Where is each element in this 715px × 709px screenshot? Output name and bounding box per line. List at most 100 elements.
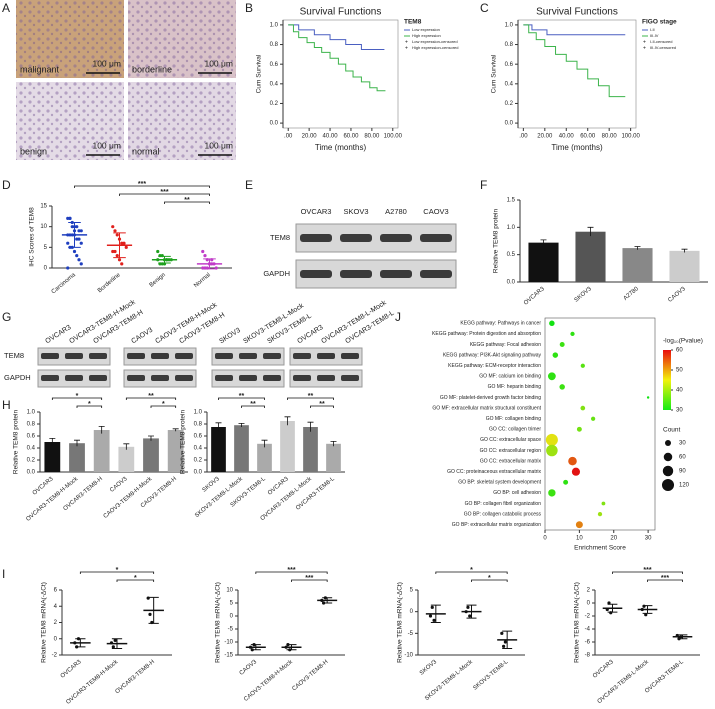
bar <box>575 231 606 282</box>
data-point <box>75 225 79 229</box>
blot-band <box>341 375 359 381</box>
histology-texture <box>16 0 124 78</box>
row-label: TEM8 <box>270 233 290 242</box>
bubble <box>571 467 581 476</box>
data-point <box>79 241 83 245</box>
bubble <box>549 320 555 327</box>
y-tick-label: 1.0 <box>505 22 514 28</box>
y-tick-label: 0.2 <box>27 458 36 464</box>
error-bar <box>98 426 105 434</box>
size-legend-label: 90 <box>679 469 686 475</box>
blot-band <box>239 353 257 359</box>
bar <box>326 443 341 472</box>
significance-bracket <box>471 579 508 582</box>
y-tick-label: 0.8 <box>270 42 279 48</box>
row-label: GAPDH <box>4 373 31 382</box>
term-label: KEGG pathway: ECM-receptor interaction <box>448 363 541 369</box>
error-bar <box>215 422 222 432</box>
significance-label: *** <box>661 575 669 582</box>
data-point <box>70 225 74 229</box>
error-bar <box>284 416 291 426</box>
blot-band <box>300 234 332 242</box>
term-label: GO BP: collagen fibril organization <box>465 501 542 507</box>
error-bar <box>642 605 653 614</box>
significance-label: * <box>162 401 165 408</box>
error-bar <box>172 428 179 432</box>
blot-band <box>263 353 281 359</box>
data-point <box>79 262 83 266</box>
significance-bracket <box>116 579 155 582</box>
bar <box>44 442 61 472</box>
blot-band <box>340 234 372 242</box>
error-bar <box>113 232 126 259</box>
bubble <box>545 433 558 446</box>
histology-texture <box>16 82 124 160</box>
bar <box>669 250 700 282</box>
panel-label: B <box>245 1 253 15</box>
significance-label: ** <box>319 401 325 408</box>
data-point <box>466 605 470 609</box>
term-label: GO BP: extracellular matrix organization <box>452 522 541 528</box>
y-tick-label: 5 <box>410 588 414 594</box>
y-tick-label: 0.0 <box>505 121 514 127</box>
x-tick-label: OVCAR3 <box>523 286 546 307</box>
legend-censor-mark: + <box>405 45 408 51</box>
legend-label: I-II-censored <box>650 39 672 44</box>
lane-label: SKOV3 <box>218 327 242 345</box>
blot-band <box>420 270 452 278</box>
bubble <box>552 352 559 358</box>
y-axis-label: Relative TEM8 protein <box>180 410 187 475</box>
x-tick-label: OVCAR3-TEM8-L <box>644 659 685 695</box>
data-point <box>113 638 117 642</box>
data-point <box>115 233 119 237</box>
error-bar <box>203 258 216 270</box>
bar <box>234 425 249 472</box>
error-bar <box>502 630 513 649</box>
blot-band <box>41 375 59 381</box>
y-tick-label: 4 <box>54 604 58 610</box>
data-point <box>203 254 207 258</box>
y-tick-label: 0 <box>230 614 234 620</box>
x-tick-label: 100.00 <box>621 134 640 140</box>
x-tick-label: 80.00 <box>364 134 380 140</box>
panel-label: D <box>2 178 11 192</box>
data-point <box>156 249 160 254</box>
bubble <box>646 396 650 399</box>
color-tick-label: 30 <box>676 408 683 414</box>
y-tick-label: 1.0 <box>270 22 279 28</box>
error-bar <box>677 634 688 640</box>
x-tick-label: CAOV3 <box>109 476 129 494</box>
significance-bracket <box>218 397 265 400</box>
blot-band <box>420 234 452 242</box>
data-point <box>201 249 205 254</box>
significance-label: * <box>134 575 137 582</box>
blot-band <box>65 375 83 381</box>
image-label: malignant <box>20 64 60 74</box>
error-bar <box>286 644 297 651</box>
size-legend-title: Count <box>663 427 681 434</box>
data-point <box>502 644 506 648</box>
y-tick-label: -2 <box>52 653 58 659</box>
bubble <box>580 363 585 368</box>
x-tick-label: 40.00 <box>559 134 575 140</box>
error-bar <box>322 597 333 604</box>
significance-label: *** <box>643 567 651 574</box>
significance-label: ** <box>239 393 245 400</box>
significance-bracket <box>435 571 508 574</box>
blot-band <box>293 375 311 381</box>
significance-bracket <box>255 571 328 574</box>
data-point <box>432 618 436 622</box>
survival-curve <box>288 24 385 50</box>
data-point <box>66 266 70 270</box>
error-bar <box>466 604 477 619</box>
blot-band <box>89 353 107 359</box>
blot-band <box>215 353 233 359</box>
bubble <box>546 444 558 457</box>
data-point <box>430 605 434 609</box>
error-bar <box>607 603 618 613</box>
y-tick-label: 0.4 <box>505 81 514 87</box>
size-legend-bubble <box>664 439 672 447</box>
term-label: KEGG pathway: Protein digestion and abso… <box>432 331 541 337</box>
significance-label: *** <box>287 567 295 574</box>
x-tick-label: OVCAR3 <box>592 659 615 680</box>
